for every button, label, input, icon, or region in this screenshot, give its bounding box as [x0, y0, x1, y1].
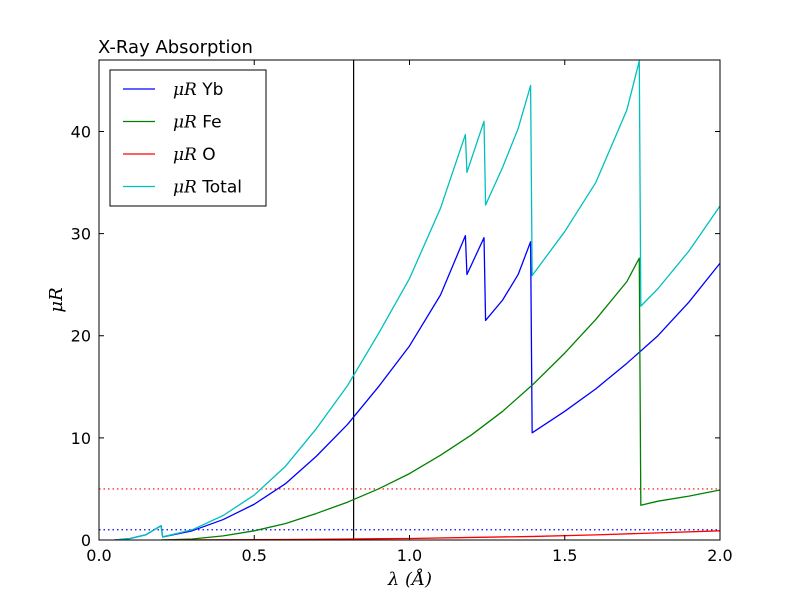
chart-title: X-Ray Absorption — [98, 37, 253, 58]
series-line-total — [114, 60, 720, 540]
series-line-fe — [161, 257, 720, 540]
legend-box — [109, 69, 267, 207]
legend-entry-o: μR O — [173, 145, 216, 165]
legend-entry-fe: μR Fe — [173, 113, 222, 133]
y-tick-label: 40 — [71, 122, 91, 141]
x-tick-label: 0.0 — [86, 546, 111, 565]
legend-entry-total: μR Total — [173, 178, 242, 198]
axis-ticks: 0.0 0.5 1.0 1.5 2.0 0 10 20 30 40 — [71, 60, 733, 565]
x-tick-label: 0.5 — [242, 546, 267, 565]
x-tick-label: 1.0 — [397, 546, 422, 565]
series-line-yb — [114, 235, 720, 540]
x-tick-label: 2.0 — [707, 546, 732, 565]
x-axis-label: λ (Å) — [387, 568, 432, 590]
x-tick-label: 1.5 — [552, 546, 577, 565]
legend-entry-yb: μR Yb — [173, 80, 223, 100]
y-axis-label: μR — [46, 287, 67, 312]
y-tick-label: 0 — [81, 531, 91, 550]
legend: μR Yb μR Fe μR O μR Total — [109, 69, 267, 207]
y-tick-label: 20 — [71, 327, 91, 346]
y-tick-label: 10 — [71, 429, 91, 448]
y-tick-label: 30 — [71, 225, 91, 244]
reference-lines — [99, 60, 720, 540]
